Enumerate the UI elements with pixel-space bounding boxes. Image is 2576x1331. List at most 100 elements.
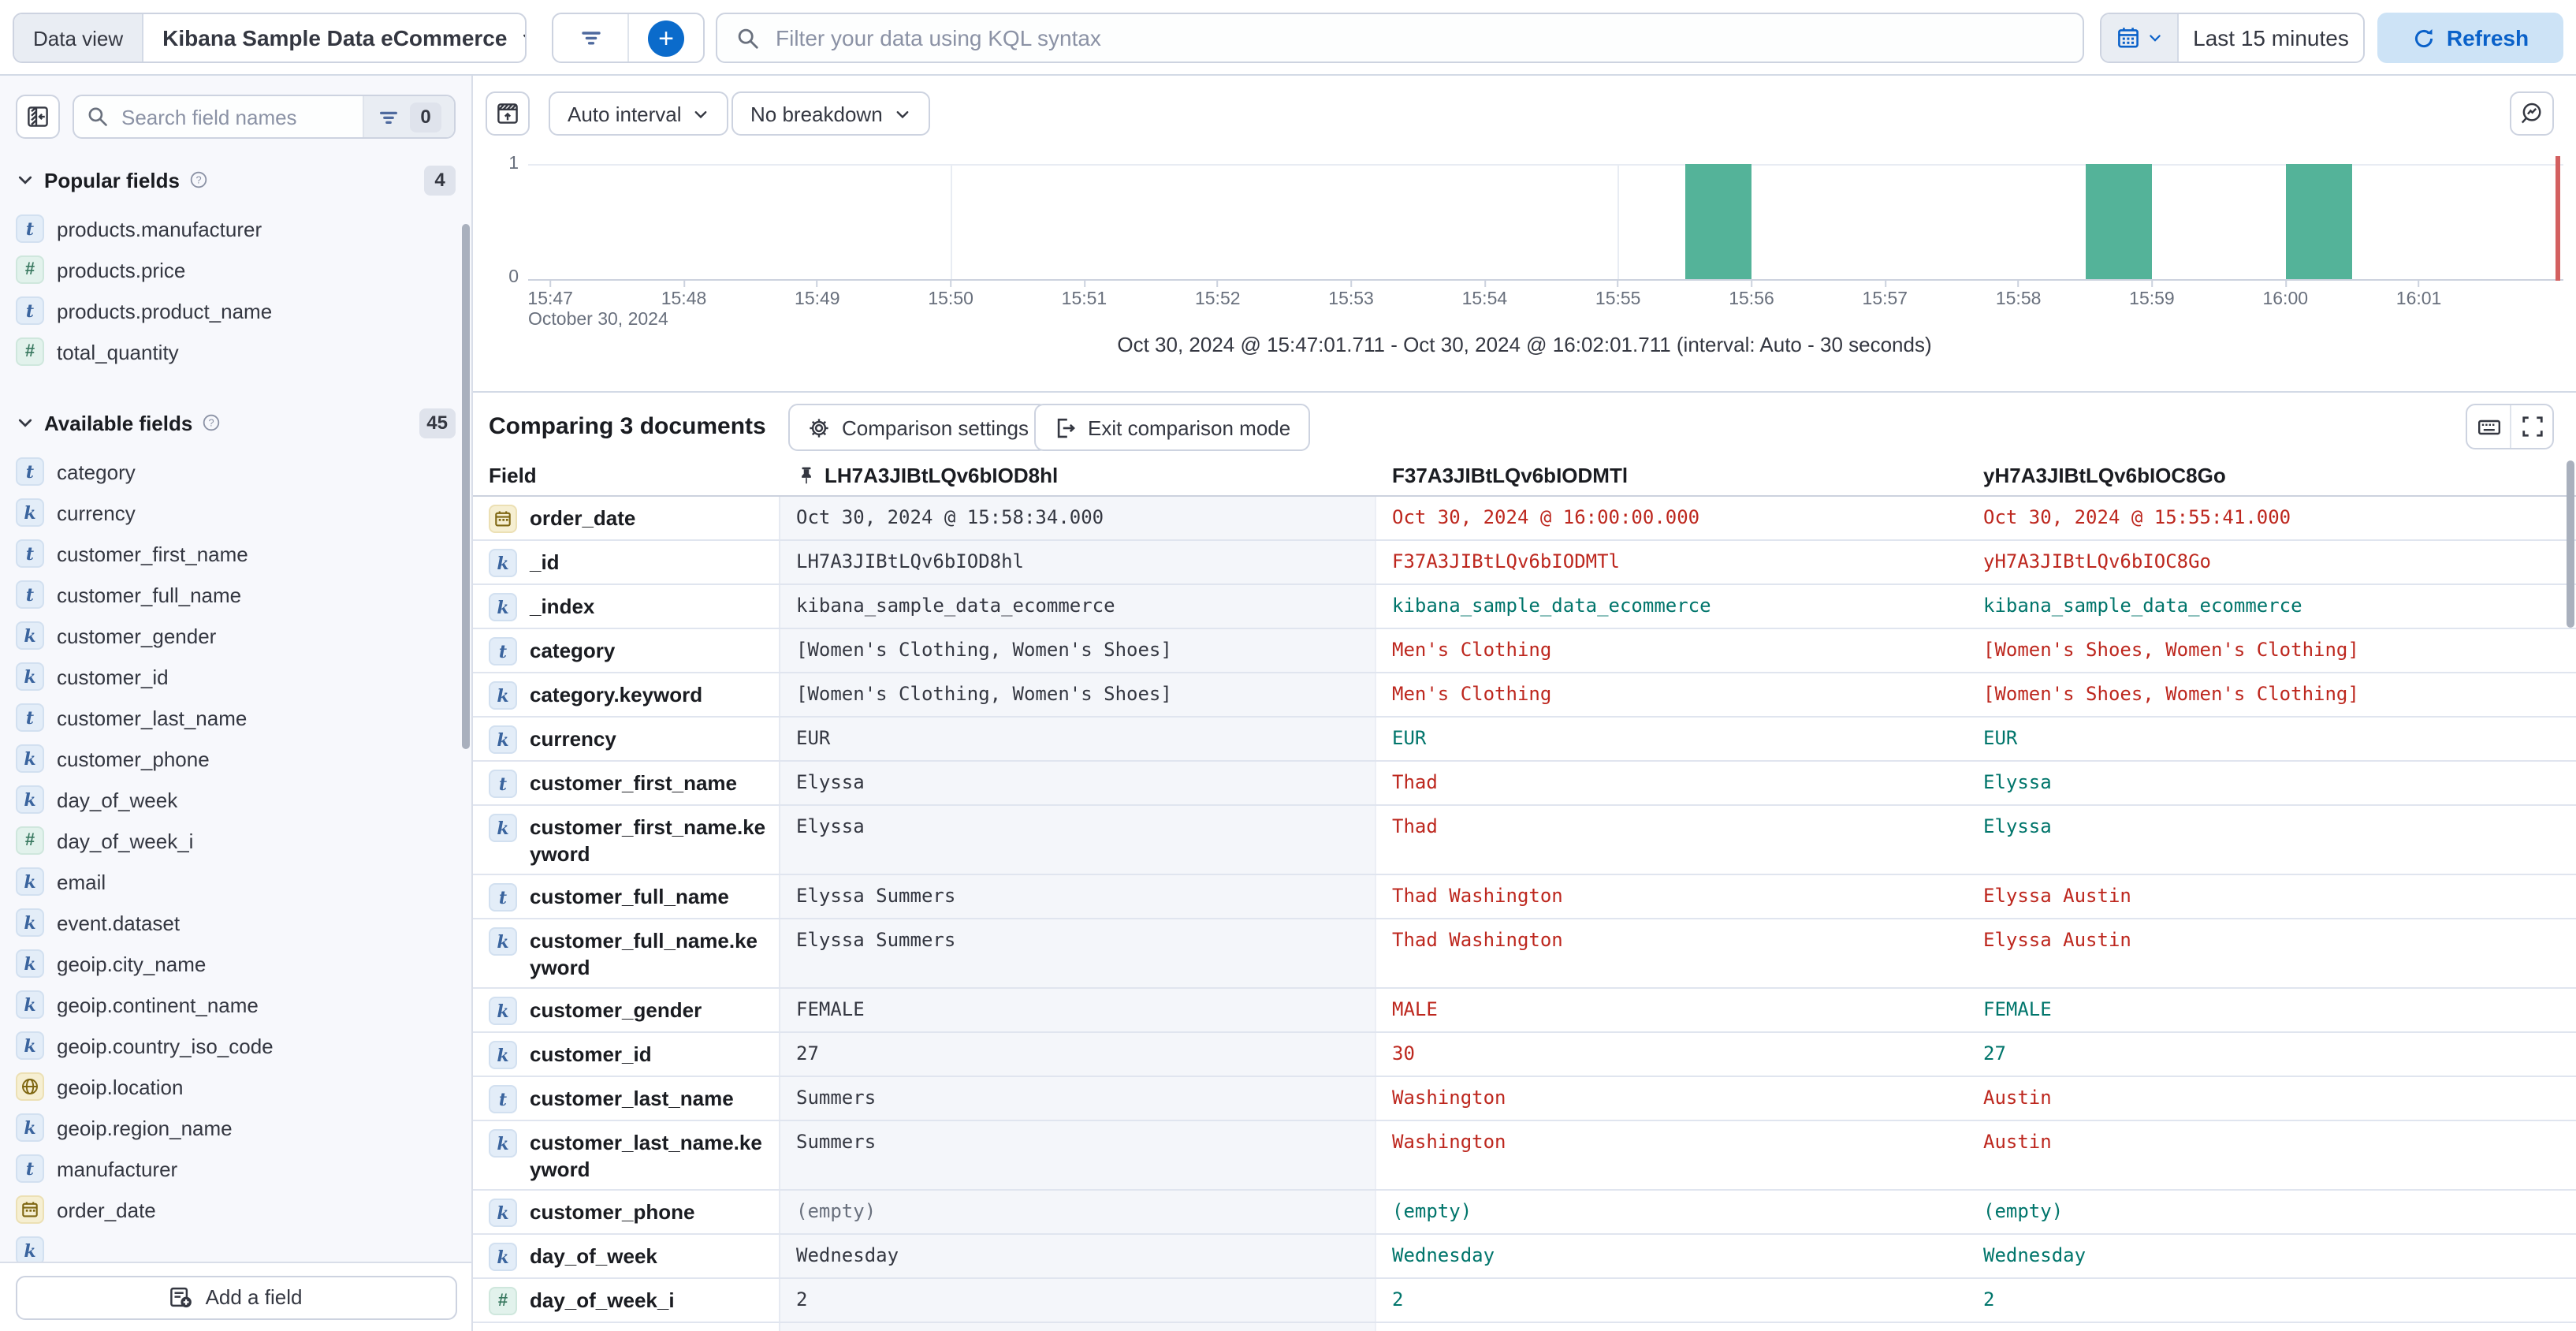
field-list-item[interactable]: k email: [0, 861, 471, 902]
field-list-item[interactable]: # day_of_week_i: [0, 820, 471, 861]
field-name-label: customer_full_name: [530, 885, 729, 908]
doc2-value: Oct 30, 2024 @ 16:00:00.000: [1392, 506, 1700, 528]
doc3-value: Elyssa: [1983, 771, 2052, 793]
add-field-button[interactable]: Add a field: [15, 1275, 456, 1319]
field-list-item[interactable]: k: [0, 1230, 471, 1271]
histogram-bar[interactable]: [2285, 164, 2352, 279]
date-picker-button[interactable]: [2101, 14, 2179, 62]
doc3-column-header[interactable]: yH7A3JIBtLQv6bIOC8Go: [1983, 463, 2226, 487]
doc2-value-cell: kibana_sample_data_ecommerce: [1376, 585, 1967, 628]
field-list-item[interactable]: k geoip.region_name: [0, 1107, 471, 1148]
table-row: k customer_first_name.keyword Elyssa: [473, 806, 2576, 875]
field-search-input[interactable]: [118, 103, 363, 130]
kql-search-input[interactable]: [772, 24, 2064, 52]
field-list-item[interactable]: k geoip.city_name: [0, 943, 471, 984]
histogram-bar[interactable]: [1684, 164, 1751, 279]
field-list-item[interactable]: order_date: [0, 1189, 471, 1230]
exit-comparison-label: Exit comparison mode: [1088, 416, 1291, 439]
field-name-cell[interactable]: t customer_last_name: [473, 1077, 780, 1120]
interval-select[interactable]: Auto interval: [549, 91, 729, 136]
field-list-item[interactable]: t customer_last_name: [0, 697, 471, 738]
field-name-cell[interactable]: k customer_first_name.keyword: [473, 806, 780, 874]
doc2-value-cell: Thad: [1376, 806, 1967, 874]
field-name-cell[interactable]: order_date: [473, 497, 780, 539]
data-view-picker[interactable]: Data view Kibana Sample Data eCommerce: [13, 13, 527, 63]
field-list-item[interactable]: k customer_id: [0, 656, 471, 697]
popular-fields-header[interactable]: Popular fields ? 4: [16, 164, 456, 196]
doc2-column-header[interactable]: F37A3JIBtLQv6bIODMTl: [1392, 463, 1629, 487]
add-filter-button[interactable]: +: [629, 14, 703, 62]
doc3-value-cell: elyssa@austin-family.zzz: [1967, 1323, 2576, 1331]
sidebar-scrollbar[interactable]: [462, 224, 470, 749]
field-name-cell[interactable]: t customer_first_name: [473, 762, 780, 804]
field-type-icon: #: [16, 826, 44, 855]
doc2-value: F37A3JIBtLQv6bIODMTl: [1392, 550, 1620, 572]
fullscreen-button[interactable]: [2510, 405, 2552, 448]
doc3-value: 2: [1983, 1288, 1995, 1310]
field-name-cell[interactable]: t category: [473, 629, 780, 672]
field-name-cell[interactable]: k customer_gender: [473, 989, 780, 1031]
collapse-sidebar-button[interactable]: [16, 95, 60, 139]
field-list-item[interactable]: # products.price: [0, 249, 471, 290]
explore-in-lens-button[interactable]: [2510, 91, 2554, 136]
field-name-cell[interactable]: k customer_phone: [473, 1191, 780, 1233]
field-filter-icon[interactable]: [377, 105, 400, 129]
field-list-item[interactable]: geoip.location: [0, 1066, 471, 1107]
doc2-value: Wednesday: [1392, 1244, 1495, 1266]
field-list-item[interactable]: k currency: [0, 492, 471, 533]
refresh-button[interactable]: Refresh: [2377, 13, 2563, 63]
exit-comparison-button[interactable]: Exit comparison mode: [1034, 404, 1310, 451]
field-list-item[interactable]: t manufacturer: [0, 1148, 471, 1189]
doc1-value: Wednesday: [796, 1244, 899, 1266]
field-list-item[interactable]: k customer_phone: [0, 738, 471, 779]
field-name-cell[interactable]: k day_of_week: [473, 1235, 780, 1277]
doc1-column-header[interactable]: LH7A3JIBtLQv6bIOD8hl: [780, 454, 1376, 495]
x-axis: 15:47 15:48 15:49: [527, 281, 2563, 334]
doc1-value-cell: Elyssa: [780, 806, 1376, 874]
time-range-value[interactable]: Last 15 minutes: [2193, 25, 2349, 50]
doc2-value-cell: thad@washington-family.zzz: [1376, 1323, 1967, 1331]
field-list-item[interactable]: t products.manufacturer: [0, 208, 471, 249]
field-list-item[interactable]: k day_of_week: [0, 779, 471, 820]
field-list-item[interactable]: k event.dataset: [0, 902, 471, 943]
field-list-item[interactable]: k customer_gender: [0, 615, 471, 656]
kql-search-bar[interactable]: [716, 13, 2084, 63]
field-name-cell[interactable]: k currency: [473, 718, 780, 760]
field-list-item[interactable]: t category: [0, 451, 471, 492]
table-row: t category [Women's Clothing, Women's Sh…: [473, 629, 2576, 673]
x-axis-tick: 15:57: [1863, 281, 1908, 309]
field-type-icon: t: [489, 1085, 517, 1113]
field-name-cell[interactable]: k _index: [473, 585, 780, 628]
field-list-item[interactable]: # total_quantity: [0, 331, 471, 372]
field-list-item[interactable]: k geoip.country_iso_code: [0, 1025, 471, 1066]
add-filter-list-button[interactable]: [553, 14, 629, 62]
field-search-box[interactable]: 0: [73, 95, 456, 139]
field-name-cell[interactable]: k _id: [473, 541, 780, 583]
field-name-label: _id: [530, 550, 560, 574]
doc3-value-cell: 2: [1967, 1279, 2576, 1322]
field-type-icon: t: [16, 214, 44, 243]
comparison-settings-button[interactable]: Comparison settings: [788, 404, 1048, 451]
table-scrollbar[interactable]: [2567, 460, 2574, 628]
field-name-cell[interactable]: k category.keyword: [473, 673, 780, 716]
field-name-cell[interactable]: k email: [473, 1323, 780, 1331]
field-name-cell[interactable]: # day_of_week_i: [473, 1279, 780, 1322]
keyboard-shortcuts-button[interactable]: [2467, 405, 2510, 448]
field-list-item[interactable]: t customer_full_name: [0, 574, 471, 615]
field-name-cell[interactable]: k customer_id: [473, 1033, 780, 1076]
doc3-value: Wednesday: [1983, 1244, 2086, 1266]
field-name-label: customer_last_name.keyword: [530, 1131, 762, 1181]
field-name-cell[interactable]: t customer_full_name: [473, 875, 780, 918]
breakdown-select[interactable]: No breakdown: [731, 91, 930, 136]
field-name-cell[interactable]: k customer_last_name.keyword: [473, 1121, 780, 1189]
vertical-gridline: [1617, 164, 1620, 279]
field-name-cell[interactable]: k customer_full_name.keyword: [473, 919, 780, 987]
doc2-value: kibana_sample_data_ecommerce: [1392, 595, 1711, 617]
available-fields-header[interactable]: Available fields ? 45: [16, 407, 456, 438]
field-list-item[interactable]: k geoip.continent_name: [0, 984, 471, 1025]
chart-options-button[interactable]: [486, 91, 530, 136]
table-row: k _index kibana_sample_data_ecommerce: [473, 585, 2576, 629]
field-list-item[interactable]: t products.product_name: [0, 290, 471, 331]
histogram-bar[interactable]: [2085, 164, 2152, 279]
field-list-item[interactable]: t customer_first_name: [0, 533, 471, 574]
